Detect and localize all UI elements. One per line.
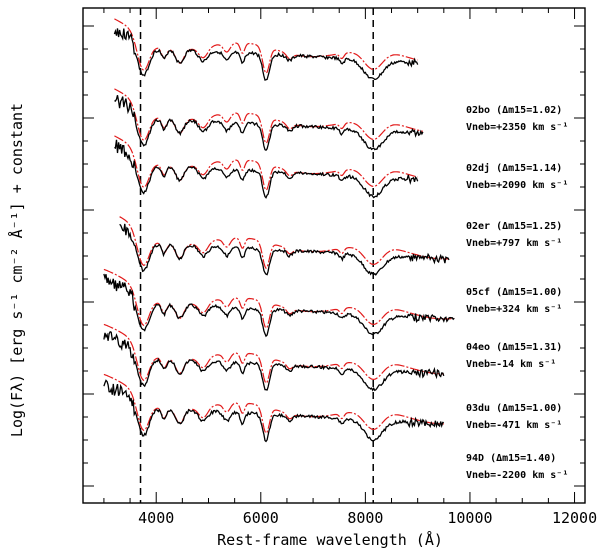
observed-spectrum-04eo: [103, 273, 455, 338]
vneb-label: Vneb=+2090 km s⁻¹: [466, 180, 568, 191]
series-annotations: 02bo (Δm15=1.02) Vneb=+2350 km s⁻¹ 02dj (Δ…: [466, 105, 568, 481]
dm15-label: 02dj (Δm15=1.14): [466, 162, 562, 174]
vertical-reference-lines: [139, 8, 374, 503]
x-tick-label: 6000: [243, 509, 279, 527]
dm15-label: 05cf (Δm15=1.00): [466, 287, 562, 298]
vneb-label: Vneb=+2350 km s⁻¹: [466, 122, 568, 133]
spectra-series: [103, 18, 455, 443]
observed-spectrum-02er: [114, 139, 419, 199]
vneb-label: Vneb=-471 km s⁻¹: [466, 420, 562, 431]
x-axis-title: Rest-frame wavelength (Å): [217, 530, 443, 549]
y-axis-title: Log(Fλ) [erg s⁻¹ cm⁻² Å⁻¹] + constant: [7, 103, 26, 437]
plot-axes: 4000 6000 8000 10000 12000: [82, 7, 597, 527]
dm15-label: 02er (Δm15=1.25): [466, 221, 562, 232]
dm15-label: 94D (Δm15=1.40): [466, 453, 556, 464]
dm15-label: 02bo (Δm15=1.02): [466, 105, 562, 116]
observed-spectrum-02dj: [114, 95, 424, 152]
observed-spectrum-03du: [103, 330, 445, 392]
x-tick-label: 10000: [447, 509, 492, 527]
x-tick-label: 12000: [552, 509, 597, 527]
dm15-label: 04eo (Δm15=1.31): [466, 342, 562, 353]
vneb-label: Vneb=-14 km s⁻¹: [466, 359, 556, 370]
vneb-label: Vneb=+324 km s⁻¹: [466, 304, 562, 315]
dm15-label: 03du (Δm15=1.00): [466, 403, 562, 414]
model-spectrum-03du: [103, 323, 444, 385]
observed-spectrum-94D: [103, 379, 444, 443]
x-tick-label: 8000: [347, 509, 383, 527]
vneb-label: Vneb=-2200 km s⁻¹: [466, 470, 568, 481]
model-spectrum-04eo: [103, 268, 455, 330]
x-tick-label: 4000: [138, 509, 174, 527]
observed-spectrum-02bo: [113, 28, 419, 81]
vneb-label: Vneb=+797 km s⁻¹: [466, 238, 562, 249]
observed-spectrum-05cf: [119, 223, 450, 276]
